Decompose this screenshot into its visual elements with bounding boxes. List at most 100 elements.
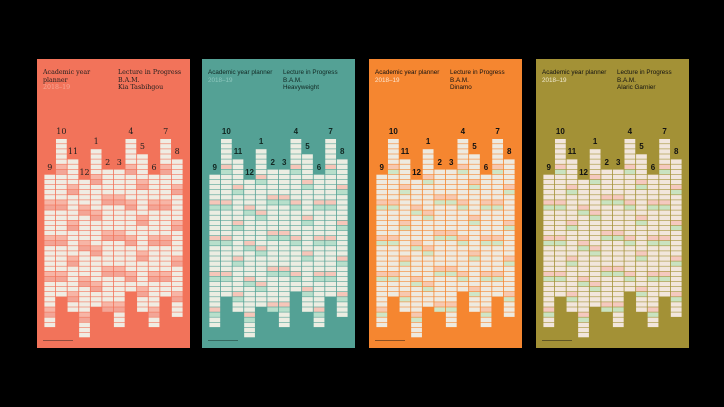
day-cell	[220, 195, 232, 200]
day-cell	[220, 292, 232, 297]
day-cell	[411, 190, 422, 195]
day-cell	[411, 327, 422, 333]
day-cell	[244, 235, 255, 241]
day-cell	[457, 174, 469, 180]
day-cell	[387, 276, 399, 282]
day-cell	[113, 241, 125, 246]
day-cell	[209, 292, 221, 297]
month-column-10	[55, 139, 67, 297]
day-cell	[137, 241, 148, 246]
day-cell	[220, 159, 232, 164]
day-cell	[255, 169, 267, 175]
day-cell	[102, 169, 114, 175]
day-cell	[137, 266, 148, 271]
day-cell	[102, 225, 114, 231]
day-cell	[302, 261, 313, 266]
day-cell	[290, 210, 302, 215]
day-cell	[492, 271, 504, 277]
day-cell	[160, 159, 172, 164]
day-cell	[554, 179, 566, 185]
day-cell	[160, 174, 172, 180]
day-cell	[445, 276, 457, 282]
day-cell	[278, 174, 290, 180]
day-cell	[624, 169, 636, 175]
day-cell	[647, 292, 659, 297]
day-cell	[647, 317, 659, 322]
day-cell	[457, 281, 469, 287]
day-cell	[624, 174, 636, 180]
day-cell	[290, 179, 302, 185]
day-cell	[469, 195, 480, 200]
day-cell	[125, 271, 137, 277]
day-cell	[125, 205, 137, 210]
day-cell	[543, 210, 555, 215]
poster-org: B.A.M.	[118, 76, 140, 84]
day-cell	[612, 271, 624, 277]
day-cell	[290, 164, 302, 169]
day-cell	[543, 184, 555, 190]
day-cell	[411, 302, 422, 307]
poster-org: B.A.M.	[283, 76, 302, 84]
day-cell	[137, 307, 148, 312]
day-cell	[647, 271, 659, 277]
day-cell	[387, 286, 399, 292]
day-cell	[102, 302, 114, 307]
day-cell	[647, 312, 659, 317]
day-cell	[90, 292, 102, 297]
day-cell	[90, 174, 102, 180]
day-cell	[255, 292, 267, 297]
day-cell	[445, 174, 457, 180]
day-cell	[601, 205, 613, 210]
day-cell	[44, 256, 56, 261]
day-cell	[636, 179, 647, 185]
day-cell	[411, 251, 422, 256]
day-cell	[113, 230, 125, 236]
day-cell	[554, 276, 566, 282]
day-cell	[387, 184, 399, 190]
day-cell	[79, 190, 90, 195]
month-label-10: 10	[555, 127, 565, 136]
day-cell	[376, 235, 388, 241]
day-cell	[411, 215, 422, 220]
day-cell	[313, 205, 325, 210]
day-cell	[659, 256, 671, 261]
day-cell	[469, 179, 480, 185]
day-cell	[278, 235, 290, 241]
month-column-4	[457, 139, 469, 292]
day-cell	[336, 256, 348, 261]
day-cell	[445, 184, 457, 190]
day-cell	[503, 174, 515, 180]
day-cell	[325, 286, 337, 292]
day-cell	[336, 235, 348, 241]
day-cell	[209, 317, 221, 322]
day-cell	[148, 261, 160, 266]
day-cell	[376, 307, 388, 312]
day-cell	[543, 200, 555, 205]
day-cell	[624, 210, 636, 215]
day-cell	[503, 292, 515, 297]
day-cell	[445, 230, 457, 236]
day-cell	[255, 174, 267, 180]
day-cell	[160, 184, 172, 190]
day-cell	[244, 230, 255, 236]
day-cell	[44, 235, 56, 241]
day-cell	[636, 164, 647, 169]
day-cell	[79, 266, 90, 271]
day-cell	[137, 159, 148, 164]
day-cell	[90, 154, 102, 159]
day-cell	[445, 241, 457, 246]
day-cell	[399, 205, 411, 210]
day-cell	[612, 261, 624, 266]
month-label-6: 6	[151, 162, 157, 172]
day-cell	[624, 190, 636, 195]
day-cell	[67, 286, 79, 292]
planner-title: Academic year planner	[208, 69, 273, 76]
day-cell	[244, 327, 255, 333]
day-cell	[160, 276, 172, 282]
day-cell	[209, 184, 221, 190]
day-cell	[232, 281, 244, 287]
day-cell	[624, 225, 636, 231]
day-cell	[411, 261, 422, 266]
day-cell	[79, 251, 90, 256]
day-cell	[67, 164, 79, 169]
